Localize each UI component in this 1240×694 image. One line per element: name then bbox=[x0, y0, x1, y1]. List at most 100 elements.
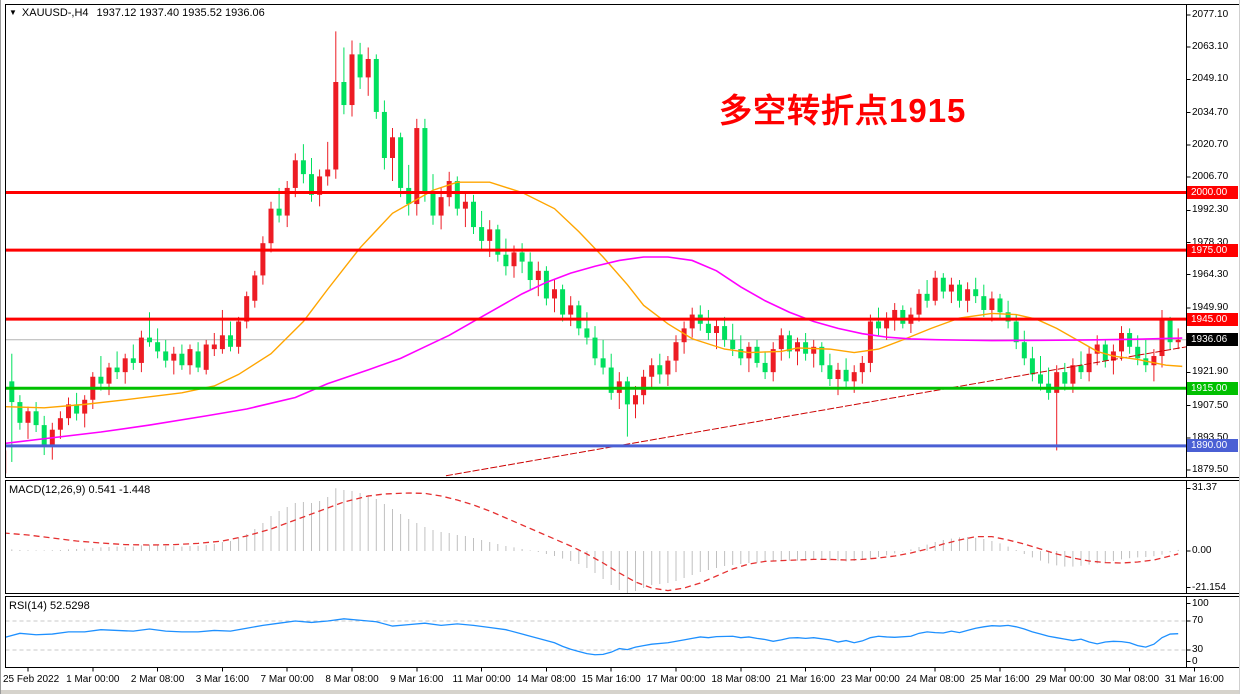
candle bbox=[106, 362, 112, 396]
candle bbox=[535, 261, 541, 297]
candle bbox=[82, 395, 88, 428]
candle bbox=[9, 353, 15, 462]
candle bbox=[876, 307, 881, 336]
candle bbox=[746, 342, 752, 373]
candle bbox=[341, 47, 347, 115]
time-label: 15 Mar 16:00 bbox=[581, 674, 641, 685]
candle bbox=[406, 164, 412, 216]
candle bbox=[495, 224, 501, 262]
candle bbox=[284, 181, 290, 228]
candle bbox=[219, 309, 225, 354]
window-bottom-frame bbox=[1, 690, 1239, 694]
candle bbox=[900, 305, 906, 329]
candle bbox=[357, 42, 363, 89]
macd-tick-label: -21.154 bbox=[1192, 581, 1226, 593]
candle bbox=[17, 395, 23, 430]
candle bbox=[892, 303, 898, 331]
candle bbox=[932, 270, 938, 306]
candle bbox=[657, 353, 663, 384]
price-tick-label: 2063.10 bbox=[1192, 41, 1229, 53]
macd-signal-line bbox=[5, 492, 1179, 592]
candle bbox=[568, 296, 574, 327]
candle bbox=[1054, 365, 1060, 451]
macd-tick-label: 0.00 bbox=[1192, 545, 1212, 556]
candle bbox=[57, 411, 63, 439]
macd-tick-label: 31.37 bbox=[1192, 482, 1218, 494]
candle bbox=[778, 328, 784, 361]
annotation-text: 多空转折点1915 bbox=[719, 92, 967, 129]
candle bbox=[325, 141, 331, 186]
candle bbox=[1143, 339, 1149, 373]
time-label: 23 Mar 00:00 bbox=[840, 674, 900, 685]
candle bbox=[211, 332, 217, 357]
candle bbox=[722, 316, 728, 347]
price-badge: 2000.00 bbox=[1187, 186, 1238, 200]
macd-panel[interactable] bbox=[4, 488, 1179, 594]
candle bbox=[381, 100, 387, 170]
rsi-tick-label: 100 bbox=[1192, 597, 1209, 609]
price-tick-label: 1964.30 bbox=[1192, 268, 1229, 280]
price-tick-label: 2077.10 bbox=[1192, 9, 1229, 20]
price-tick-label: 1949.90 bbox=[1192, 301, 1229, 313]
candle bbox=[754, 339, 760, 368]
price-tick-label: 2034.70 bbox=[1192, 106, 1229, 118]
main-price-panel[interactable] bbox=[1, 31, 1187, 478]
candle bbox=[689, 307, 695, 338]
candle bbox=[114, 351, 120, 380]
candle bbox=[600, 339, 606, 375]
chevron-down-icon[interactable]: ▼ bbox=[9, 8, 17, 17]
candle bbox=[616, 372, 622, 409]
candle bbox=[74, 392, 80, 421]
candle bbox=[1062, 362, 1068, 391]
time-label: 21 Mar 16:00 bbox=[776, 674, 836, 685]
candle bbox=[309, 157, 314, 202]
price-tick-label: 2049.10 bbox=[1192, 73, 1229, 85]
candle bbox=[1119, 326, 1124, 361]
candle bbox=[471, 194, 476, 234]
symbol-period-label: XAUUSD-,H4 bbox=[21, 7, 89, 19]
candle bbox=[803, 332, 809, 361]
ma-slow-magenta bbox=[5, 256, 1183, 445]
rsi-panel[interactable] bbox=[4, 618, 1187, 656]
candle bbox=[965, 282, 971, 313]
candle bbox=[268, 201, 274, 253]
candle bbox=[867, 314, 873, 373]
rsi-tick-label: 0 bbox=[1192, 655, 1198, 667]
candle bbox=[543, 266, 549, 306]
candle bbox=[454, 176, 460, 216]
candle bbox=[673, 335, 679, 373]
candle bbox=[438, 187, 444, 230]
candle bbox=[503, 238, 509, 276]
candle bbox=[1046, 367, 1052, 400]
candle bbox=[519, 243, 525, 274]
trendline[interactable] bbox=[445, 346, 1187, 477]
candle bbox=[948, 277, 954, 304]
candle bbox=[41, 415, 47, 456]
candle bbox=[179, 344, 185, 370]
time-label: 2 Mar 08:00 bbox=[130, 674, 185, 685]
macd-panel-frame bbox=[5, 480, 1187, 594]
price-tick-label: 1978.30 bbox=[1192, 236, 1229, 248]
price-tick-label: 1992.30 bbox=[1192, 204, 1229, 216]
candle bbox=[738, 335, 744, 366]
price-tick-label: 1893.50 bbox=[1192, 431, 1229, 443]
time-label: 31 Mar 16:00 bbox=[1164, 674, 1224, 685]
price-tick-label: 1879.50 bbox=[1192, 464, 1229, 475]
candle bbox=[981, 284, 987, 317]
candle bbox=[940, 273, 946, 299]
candle bbox=[584, 312, 590, 345]
rsi-tick-label: 70 bbox=[1192, 615, 1204, 626]
candle bbox=[973, 277, 979, 304]
candle bbox=[681, 321, 687, 354]
time-label: 25 Mar 16:00 bbox=[970, 674, 1030, 685]
chart-header: ▼ XAUUSD-,H4 1937.12 1937.40 1935.52 1936.… bbox=[9, 7, 265, 19]
candle bbox=[33, 402, 39, 433]
time-label: 1 Mar 00:00 bbox=[66, 674, 120, 685]
candle bbox=[527, 252, 533, 290]
candle bbox=[835, 362, 841, 396]
candle bbox=[843, 358, 849, 389]
candle bbox=[592, 326, 598, 366]
price-badge: 1936.06 bbox=[1187, 333, 1238, 347]
